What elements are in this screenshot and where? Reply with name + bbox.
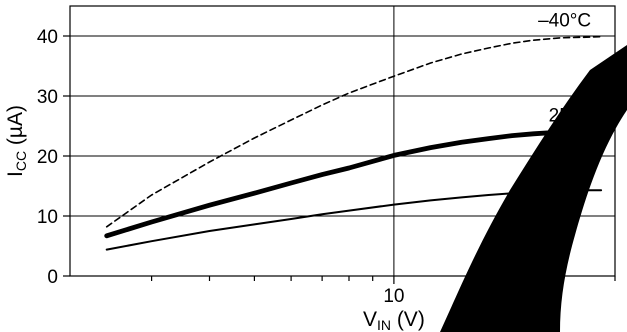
series-label: –40°C — [538, 11, 591, 32]
x-tick-label: 10 — [383, 286, 404, 307]
y-tick-label: 40 — [37, 27, 58, 48]
y-tick-label: 30 — [37, 87, 58, 108]
y-axis-label: ICC (µA) — [4, 105, 29, 177]
watermark-shape — [440, 45, 627, 332]
x-axis-label: VIN (V) — [363, 308, 425, 332]
y-tick-label: 10 — [37, 207, 58, 228]
y-tick-label: 0 — [47, 267, 58, 288]
y-tick-label: 20 — [37, 147, 58, 168]
series-line-1 — [105, 35, 602, 228]
plot-frame — [69, 5, 616, 277]
